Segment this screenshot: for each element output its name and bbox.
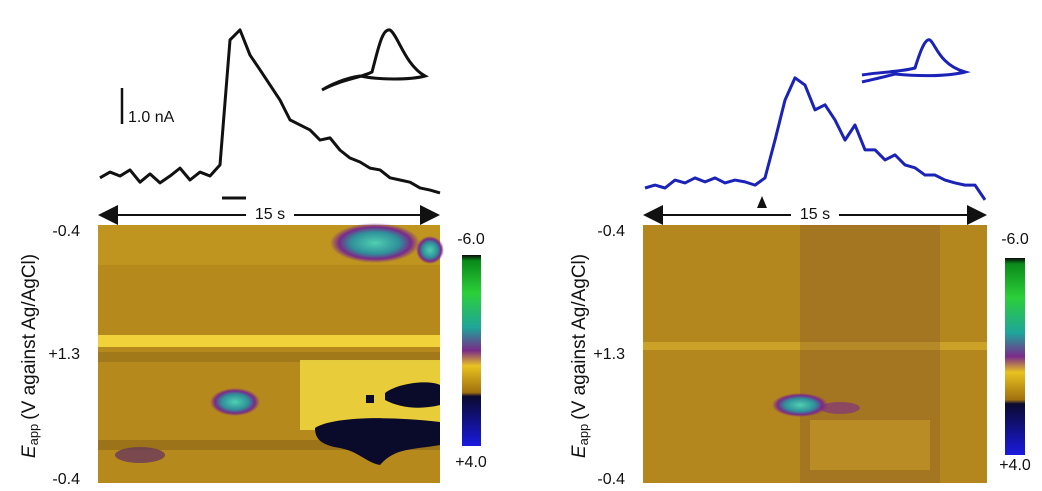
colorbar-label: +4.0 (455, 454, 487, 471)
axis-text: (V against Ag/AgCl) (569, 254, 590, 420)
inset-voltammogram (861, 38, 971, 84)
y-tick-label: -0.4 (597, 471, 625, 488)
y-tick-label: +1.3 (593, 346, 625, 363)
time-label: 15 s (800, 206, 830, 223)
y-tick-label: -0.4 (597, 223, 625, 240)
y-axis-label: Eapp (V against Ag/AgCl) (19, 254, 41, 458)
stimulus-marker (757, 196, 767, 208)
colorbar-label: -6.0 (1001, 231, 1029, 248)
current-trace (99, 28, 441, 195)
colorbar-label: -6.0 (457, 231, 485, 248)
y-tick-label: -0.4 (52, 471, 80, 488)
label-bg (791, 205, 839, 225)
color-plot (643, 225, 987, 483)
y-tick-label: +1.3 (48, 346, 80, 363)
current-trace (644, 76, 987, 201)
y-tick-label: -0.4 (52, 223, 80, 240)
colorbar (1005, 258, 1025, 455)
label-bg (246, 205, 294, 225)
colorbar (462, 255, 481, 446)
axis-subscript: app (576, 424, 591, 446)
axis-text: (V against Ag/AgCl) (19, 254, 40, 420)
axis-symbol: E (19, 445, 40, 458)
inset-voltammogram (321, 28, 429, 92)
axis-subscript: app (26, 424, 41, 446)
scale-bar-label: 1.0 nA (128, 109, 175, 126)
colorbar-label: +4.0 (999, 457, 1031, 474)
time-label: 15 s (255, 206, 285, 223)
axis-symbol: E (569, 445, 590, 458)
y-axis-label: Eapp (V against Ag/AgCl) (569, 254, 591, 458)
color-plot (98, 223, 444, 483)
